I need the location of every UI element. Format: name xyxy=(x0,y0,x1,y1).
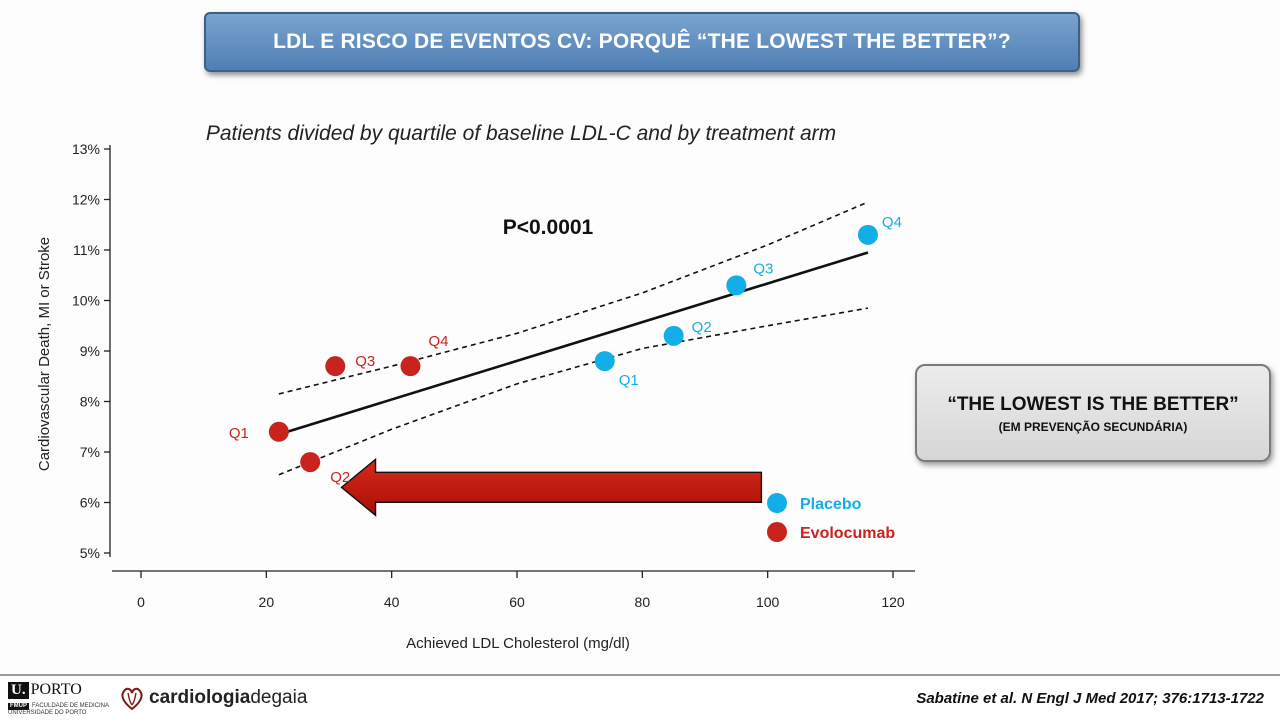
footer: U. PORTO FMUP FACULDADE DE MEDICINA UNIVER… xyxy=(0,674,1280,722)
arrow-layer xyxy=(340,457,763,517)
fmup-logo: FMUP FACULDADE DE MEDICINA UNIVERSIDADE D… xyxy=(8,703,138,717)
chart-title: Patients divided by quartile of baseline… xyxy=(206,122,836,145)
evolocumab-point-label: Q3 xyxy=(355,353,375,370)
evolocumab-point-q4 xyxy=(400,356,421,377)
y-tick-label: 11% xyxy=(73,242,100,258)
citation: Sabatine et al. N Engl J Med 2017; 376:1… xyxy=(916,690,1264,707)
evolocumab-point-label: Q4 xyxy=(428,333,448,350)
evolocumab-point-q1 xyxy=(268,421,289,442)
ci-lower-line xyxy=(278,307,869,476)
uporto-logo-mark: U. xyxy=(8,682,29,699)
evolocumab-legend-marker xyxy=(767,522,787,542)
uporto-logo: U. PORTO xyxy=(8,681,82,699)
x-tick-label: 100 xyxy=(756,594,780,610)
evolocumab-point-label: Q1 xyxy=(229,425,249,442)
p-value-annotation: P<0.0001 xyxy=(503,216,594,239)
x-tick-label: 20 xyxy=(259,594,275,610)
y-tick-label: 12% xyxy=(72,192,100,208)
axes: 5% 6% 7% 8% 9% 10% 11% 12% 13% 0 20 40 60 80 100 120 xyxy=(72,141,915,610)
fmup-logo-tag: FMUP xyxy=(8,703,29,710)
legend: Placebo Evolocumab xyxy=(767,493,895,542)
confidence-band xyxy=(278,201,869,476)
x-tick-label: 40 xyxy=(384,594,400,610)
y-axis-label: Cardiovascular Death, MI or Stroke xyxy=(36,237,53,471)
evolocumab-point-q2 xyxy=(300,452,321,473)
x-tick-label: 120 xyxy=(881,594,905,610)
placebo-point-q1 xyxy=(594,351,615,372)
uporto-logo-name: PORTO xyxy=(30,681,82,698)
placebo-point-label: Q2 xyxy=(692,319,712,336)
evolocumab-legend-label: Evolocumab xyxy=(800,525,895,542)
placebo-point-q2 xyxy=(663,325,684,346)
callout-sub-text: (EM PREVENÇÃO SECUNDÁRIA) xyxy=(998,420,1188,434)
y-tick-label: 13% xyxy=(72,141,100,157)
callout-box: “THE LOWEST IS THE BETTER” (EM PREVENÇÃO… xyxy=(915,364,1271,462)
y-tick-label: 5% xyxy=(80,545,100,561)
regression-line xyxy=(278,251,869,436)
fmup-logo-text: FACULDADE DE MEDICINA UNIVERSIDADE DO PO… xyxy=(8,703,109,716)
evolocumab-point-label: Q2 xyxy=(330,469,350,486)
x-tick-label: 80 xyxy=(635,594,651,610)
callout-main-text: “THE LOWEST IS THE BETTER” xyxy=(947,394,1239,415)
heart-icon xyxy=(121,687,143,711)
points: Q1 Q2 Q3 Q4 Q1 Q2 Q3 Q4 xyxy=(229,214,902,486)
left-arrow xyxy=(340,457,763,517)
cdg-logo-light: degaia xyxy=(250,687,308,708)
y-tick-label: 7% xyxy=(80,444,100,460)
placebo-legend-label: Placebo xyxy=(800,496,862,513)
y-tick-label: 9% xyxy=(80,343,100,359)
cardiologiadegaia-logo: cardiologiadegaia xyxy=(120,685,307,711)
placebo-point-q3 xyxy=(726,275,747,296)
x-tick-label: 0 xyxy=(137,594,145,610)
placebo-legend-marker xyxy=(767,493,787,513)
placebo-point-label: Q1 xyxy=(619,372,639,389)
evolocumab-point-q3 xyxy=(325,356,346,377)
chart: Patients divided by quartile of baseline… xyxy=(36,122,915,652)
placebo-point-label: Q3 xyxy=(753,260,773,277)
x-tick-label: 60 xyxy=(509,594,525,610)
placebo-point-label: Q4 xyxy=(882,214,902,231)
placebo-point-q4 xyxy=(857,224,878,245)
cdg-logo-bold: cardiologia xyxy=(149,687,251,708)
x-axis-label: Achieved LDL Cholesterol (mg/dl) xyxy=(406,635,630,652)
slide-title: LDL E RISCO DE EVENTOS CV: PORQUÊ “THE L… xyxy=(204,12,1080,72)
y-tick-label: 6% xyxy=(80,495,100,511)
y-tick-label: 8% xyxy=(80,394,100,410)
y-tick-label: 10% xyxy=(72,293,100,309)
